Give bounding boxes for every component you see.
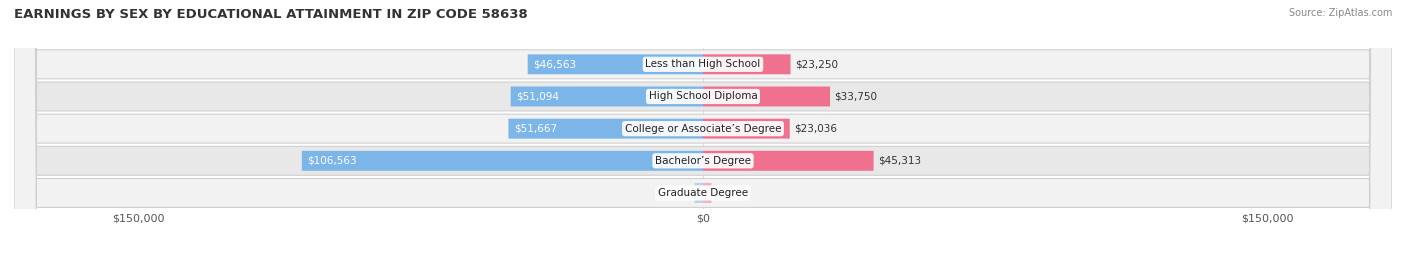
FancyBboxPatch shape	[14, 0, 1392, 268]
FancyBboxPatch shape	[14, 0, 1392, 268]
Text: $23,250: $23,250	[794, 59, 838, 69]
FancyBboxPatch shape	[14, 0, 1392, 268]
FancyBboxPatch shape	[527, 54, 703, 74]
FancyBboxPatch shape	[695, 183, 703, 203]
Text: Bachelor’s Degree: Bachelor’s Degree	[655, 156, 751, 166]
FancyBboxPatch shape	[509, 119, 703, 139]
FancyBboxPatch shape	[703, 183, 711, 203]
Text: $51,667: $51,667	[515, 124, 557, 134]
Text: $33,750: $33,750	[835, 91, 877, 102]
Text: $51,094: $51,094	[516, 91, 560, 102]
FancyBboxPatch shape	[302, 151, 703, 171]
Text: High School Diploma: High School Diploma	[648, 91, 758, 102]
FancyBboxPatch shape	[14, 0, 1392, 268]
Text: $106,563: $106,563	[308, 156, 357, 166]
FancyBboxPatch shape	[14, 0, 1392, 268]
Text: $46,563: $46,563	[533, 59, 576, 69]
FancyBboxPatch shape	[510, 87, 703, 106]
FancyBboxPatch shape	[703, 87, 830, 106]
FancyBboxPatch shape	[703, 119, 790, 139]
Text: $0: $0	[685, 188, 697, 198]
Text: Less than High School: Less than High School	[645, 59, 761, 69]
Text: Graduate Degree: Graduate Degree	[658, 188, 748, 198]
Text: $45,313: $45,313	[879, 156, 921, 166]
Text: $23,036: $23,036	[794, 124, 837, 134]
FancyBboxPatch shape	[703, 54, 790, 74]
FancyBboxPatch shape	[703, 151, 873, 171]
Text: College or Associate’s Degree: College or Associate’s Degree	[624, 124, 782, 134]
Text: EARNINGS BY SEX BY EDUCATIONAL ATTAINMENT IN ZIP CODE 58638: EARNINGS BY SEX BY EDUCATIONAL ATTAINMEN…	[14, 8, 527, 21]
Text: Source: ZipAtlas.com: Source: ZipAtlas.com	[1288, 8, 1392, 18]
Text: $0: $0	[709, 188, 721, 198]
